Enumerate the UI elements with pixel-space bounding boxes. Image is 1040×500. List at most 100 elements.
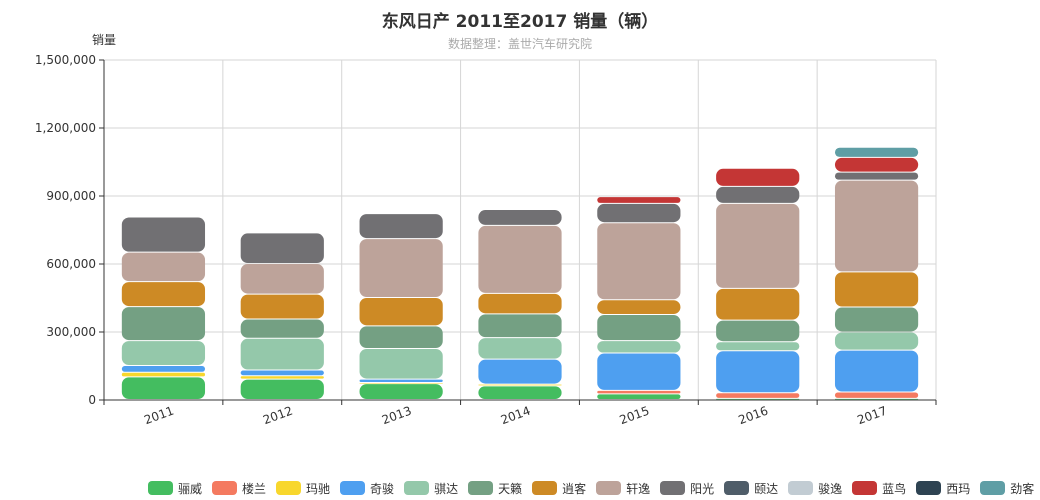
x-tick-label: 2014 <box>499 404 532 428</box>
x-tick-label: 2017 <box>855 404 888 428</box>
bar-segment <box>597 394 681 399</box>
bar-segment <box>716 342 800 351</box>
legend-swatch <box>980 481 1006 495</box>
legend-label: 阳光 <box>690 481 715 496</box>
y-tick-label: 1,200,000 <box>35 121 96 135</box>
bar-segment <box>597 315 681 341</box>
legend-item[interactable]: 蓝鸟 <box>852 480 906 497</box>
bar-segment <box>478 210 562 225</box>
x-tick-label: 2016 <box>737 404 770 428</box>
bar-segment <box>597 353 681 390</box>
bar-segment <box>834 307 919 332</box>
bar-segment <box>359 349 443 379</box>
legend-swatch <box>916 481 942 495</box>
bar-segment <box>121 282 206 307</box>
y-tick-label: 900,000 <box>46 189 96 203</box>
bar-segment <box>121 341 206 365</box>
bar-segment <box>359 379 443 382</box>
legend-item[interactable]: 逍客 <box>532 480 586 497</box>
bar-segment <box>478 338 562 359</box>
legend-swatch <box>340 481 366 495</box>
y-tick-label: 600,000 <box>46 257 96 271</box>
legend-label: 天籁 <box>498 481 523 496</box>
bar-segment <box>478 293 562 314</box>
bar-segment <box>121 252 206 282</box>
legend-item[interactable]: 劲客 <box>980 480 1034 497</box>
bar-segment <box>716 398 800 400</box>
bar-segment <box>359 384 443 399</box>
bar-segment <box>240 338 324 370</box>
bar-segment <box>716 351 800 393</box>
legend-item[interactable]: 骏逸 <box>788 480 842 497</box>
bar-segment <box>834 157 919 172</box>
legend-label: 奇骏 <box>370 481 395 496</box>
legend-item[interactable]: 骊威 <box>148 480 202 497</box>
bar-segment <box>834 147 919 157</box>
chart-title: 东风日产 2011至2017 销量（辆） <box>381 12 659 32</box>
legend-swatch <box>212 481 238 495</box>
bar-segment <box>597 390 681 394</box>
bar-segment <box>597 203 681 223</box>
legend-label: 轩逸 <box>626 481 651 496</box>
legend-label: 楼兰 <box>242 481 267 496</box>
legend-item[interactable]: 阳光 <box>660 480 714 497</box>
bar-segment <box>359 298 443 326</box>
bar-segment <box>359 326 443 348</box>
legend-label: 骏逸 <box>818 481 843 496</box>
legend-item[interactable]: 天籁 <box>468 480 522 497</box>
legend-item[interactable]: 颐达 <box>724 480 778 497</box>
legend-swatch <box>660 481 686 495</box>
bar-segment <box>359 239 443 297</box>
bar-segment <box>240 264 324 294</box>
bar-segment <box>716 203 800 288</box>
legend-label: 逍客 <box>562 481 587 496</box>
bar-segment <box>716 168 800 186</box>
bar-segment <box>716 288 800 320</box>
legend-swatch <box>724 481 750 495</box>
legend-swatch <box>596 481 622 495</box>
bar-segment <box>240 319 324 338</box>
chart-subtitle: 数据整理：盖世汽车研究院 <box>447 37 592 51</box>
bar-segment <box>478 386 562 399</box>
bar-segment <box>359 214 443 239</box>
legend-swatch <box>148 481 173 495</box>
bar-segment <box>240 233 324 263</box>
bar-segment <box>834 172 919 180</box>
legend-swatch <box>788 481 814 495</box>
x-tick-label: 2013 <box>380 404 413 428</box>
legend-item[interactable]: 骐达 <box>404 480 458 497</box>
bar-segment <box>834 350 919 392</box>
bar-segment <box>121 307 206 341</box>
bar-segment <box>716 186 800 203</box>
legend-label: 劲客 <box>1010 481 1035 496</box>
legend-label: 骐达 <box>434 481 459 496</box>
bar-segment <box>597 341 681 353</box>
bar-segment <box>834 180 919 272</box>
legend-label: 颐达 <box>754 481 779 496</box>
bar-segment <box>478 225 562 293</box>
bar-segment <box>597 197 681 203</box>
bar-segment <box>834 392 919 398</box>
bar-segment <box>121 372 206 377</box>
legend-item[interactable]: 玛驰 <box>276 480 330 497</box>
bar-segment <box>478 314 562 338</box>
bar-segment <box>240 370 324 376</box>
y-tick-label: 300,000 <box>46 325 96 339</box>
chart-legend: 骊威 楼兰 玛驰 奇骏 骐达 天籁 逍客 轩逸 阳光 颐达 骏逸 蓝鸟 西玛 劲客 <box>148 478 1040 498</box>
legend-item[interactable]: 楼兰 <box>212 480 266 497</box>
legend-item[interactable]: 轩逸 <box>596 480 650 497</box>
legend-swatch <box>276 481 302 495</box>
x-tick-label: 2015 <box>618 404 651 428</box>
bar-segment <box>240 294 324 319</box>
bar-segment <box>121 377 206 399</box>
legend-item[interactable]: 奇骏 <box>340 480 394 497</box>
bar-segment <box>240 376 324 379</box>
bar-segment <box>478 359 562 384</box>
y-tick-label: 1,500,000 <box>35 53 96 67</box>
x-tick-label: 2011 <box>142 404 175 428</box>
bar-segment <box>240 379 324 399</box>
legend-item[interactable]: 西玛 <box>916 480 970 497</box>
bar-segment <box>834 398 919 400</box>
bar-segment <box>597 223 681 300</box>
